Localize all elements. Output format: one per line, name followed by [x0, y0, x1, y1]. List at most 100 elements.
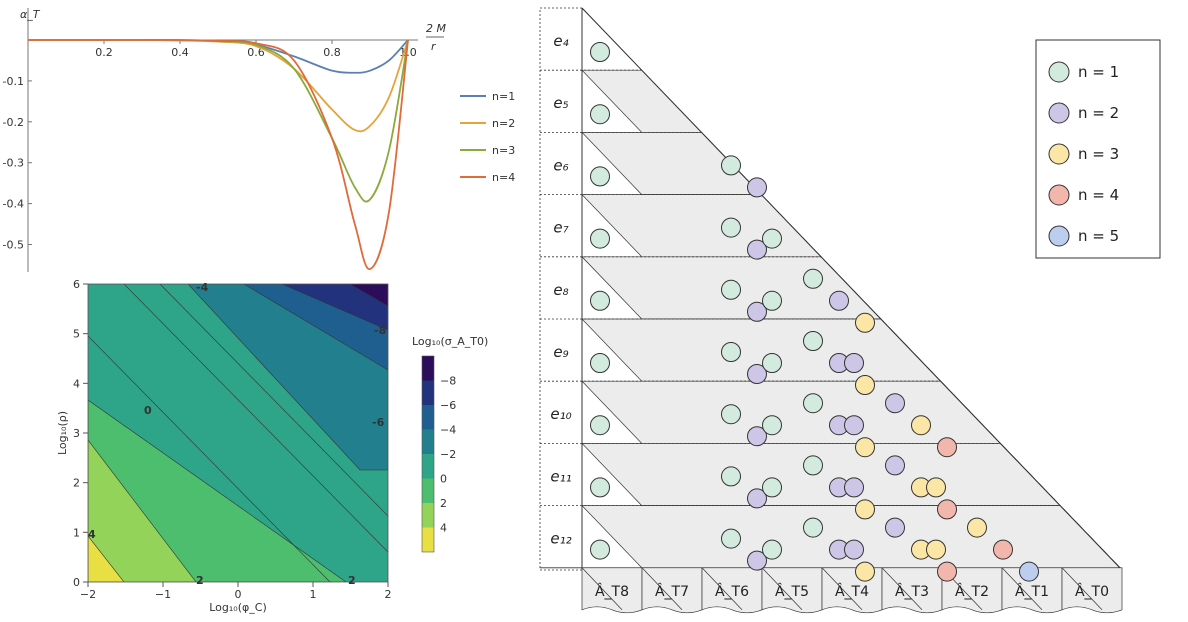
legend-label-n3: n=3	[492, 144, 515, 157]
row-label: e₄	[553, 32, 568, 50]
level-circle-n2	[844, 353, 864, 373]
column-tab-diagonal	[761, 567, 803, 611]
row-label: e₇	[553, 219, 568, 237]
column-tab-diagonal	[881, 567, 923, 611]
contour-label: 2	[196, 574, 204, 587]
contour-y-label: Log₁₀(ρ)	[56, 411, 69, 455]
level-circle-n1	[721, 217, 741, 238]
colorbar-tick-label: −8	[440, 375, 456, 388]
level-circle-n3	[855, 499, 875, 520]
level-circle-n1	[721, 528, 741, 549]
x-axis-label-top: 2 M	[426, 22, 446, 35]
level-circle-n2	[844, 539, 864, 560]
level-circle-n1	[721, 466, 741, 487]
level-circle-n2	[747, 177, 767, 198]
x-tick-label: 0.8	[323, 46, 341, 59]
contour-chart: -4 -8 0 -6 2 2 4 −2 −1 0 1 2 0 1 2 3 4 5 6 Log₁₀(φ…	[56, 278, 488, 614]
level-circle-n2	[747, 239, 767, 260]
level-circle-n1	[762, 290, 782, 311]
level-circle-n1	[803, 393, 823, 414]
level-circle-n1	[590, 42, 610, 62]
colorbar-title: Log₁₀(σ_A_T0)	[412, 335, 488, 348]
colorbar-segment	[422, 356, 434, 381]
contour-region-6	[88, 535, 125, 582]
contour-y-tick-label: 1	[73, 526, 80, 539]
level-circle-n1	[762, 353, 782, 373]
row-label: e₆	[553, 156, 568, 174]
line-legend: n=1 n=2 n=3 n=4	[460, 90, 515, 184]
diagonal-band	[581, 380, 1002, 444]
colorbar-segment	[422, 380, 434, 405]
level-circle-n3	[926, 539, 946, 560]
column-label: Â_T7	[655, 582, 689, 600]
contour-x-tick-label: −1	[155, 588, 171, 601]
level-circle-n1	[590, 228, 610, 249]
level-circle-n1	[803, 517, 823, 538]
level-circle-n2	[844, 415, 864, 436]
legend-circle	[1048, 225, 1070, 247]
level-circle-n1	[721, 404, 741, 425]
contour-line	[88, 335, 331, 582]
column-tab	[881, 567, 943, 614]
contour-y-tick-label: 4	[73, 377, 80, 390]
colorbar-frame	[421, 355, 435, 553]
y-tick-label: -0.2	[3, 116, 24, 129]
level-circle-n1	[762, 539, 782, 560]
column-label: Â_T1	[1015, 582, 1049, 600]
level-circle-n3	[855, 561, 875, 582]
contour-line	[159, 284, 388, 517]
colorbar-tick-label: 0	[440, 473, 447, 486]
contour-label: 2	[348, 574, 356, 587]
contour-label: 4	[88, 528, 96, 541]
legend-circle	[1048, 184, 1070, 206]
level-circle-n1	[590, 166, 610, 187]
contour-label: -4	[196, 281, 209, 294]
colorbar-segment	[422, 478, 434, 503]
level-circle-n3	[967, 517, 987, 538]
level-circle-n4	[937, 561, 957, 582]
contour-y-tick-label: 6	[73, 278, 80, 291]
colorbar-tick-label: 2	[440, 497, 447, 510]
y-tick-label: -0.3	[3, 157, 24, 170]
contour-region-m8	[349, 284, 388, 307]
level-circle-n1	[590, 290, 610, 311]
level-circle-n4	[937, 499, 957, 520]
colorbar-tick-label: −2	[440, 448, 456, 461]
level-circle-n1	[762, 477, 782, 498]
row-label: e₅	[553, 94, 568, 112]
column-tab	[701, 567, 763, 614]
level-circle-n2	[885, 393, 905, 414]
level-circle-n1	[590, 415, 610, 436]
column-tab-diagonal	[701, 567, 743, 611]
contour-x-tick-label: 1	[310, 588, 317, 601]
column-tab	[1001, 567, 1063, 614]
legend-circle	[1048, 102, 1070, 124]
line-chart: α_T 2 M r 0.2 0.4 0.6 0.8 1.0 -0.1-0.2-0.3-0…	[3, 8, 515, 272]
column-label: Â_T4	[835, 582, 869, 600]
row-label-column	[539, 7, 583, 571]
level-circle-n2	[844, 477, 864, 498]
series-line-n=1	[27, 39, 409, 74]
contour-region-m6	[281, 284, 388, 331]
y-tick-label: -0.1	[3, 75, 24, 88]
triangle-diagram: e₄ e₅ e₆ e₇ e₈ e₉ e₁₀ e₁₁ e₁₂ Â_T8 Â_T7 Â_T6 Â_T5 Â_…	[539, 7, 1161, 614]
row-label: e₁₀	[550, 405, 571, 423]
column-tab	[1061, 567, 1123, 614]
level-circle-n1	[721, 155, 741, 176]
level-circle-n3	[926, 477, 946, 498]
level-circle-n3	[911, 415, 931, 436]
column-tab	[641, 567, 703, 614]
column-label: Â_T6	[715, 582, 749, 600]
contour-label: 0	[144, 404, 152, 417]
level-circle-n1	[803, 331, 823, 351]
level-circle-n1	[762, 228, 782, 249]
column-label: Â_T5	[775, 582, 809, 600]
level-circle-n5	[1019, 561, 1039, 582]
row-label: e₁₂	[550, 530, 571, 548]
colorbar-segment	[422, 429, 434, 454]
level-circle-n3	[855, 312, 875, 333]
level-circle-n1	[590, 104, 610, 125]
contour-label: -6	[372, 416, 385, 429]
column-label: Â_T0	[1075, 582, 1109, 600]
legend-label-n2: n=2	[492, 117, 515, 130]
